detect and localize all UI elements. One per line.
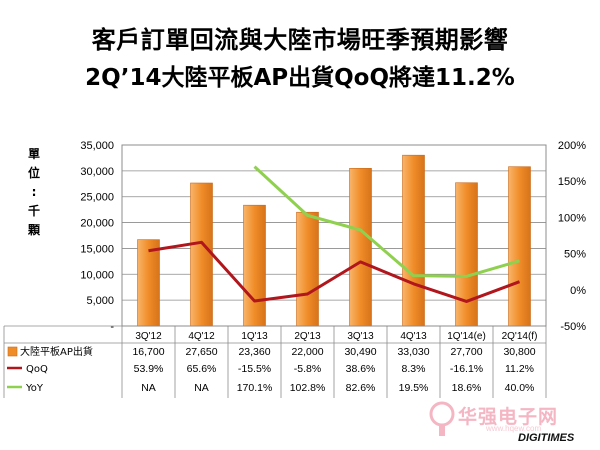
table-cell: 65.6%: [187, 363, 217, 375]
bar-7: [508, 166, 531, 327]
x-category-label: 2Q'14(f): [502, 331, 538, 342]
chart-title: 客戶訂單回流與大陸市場旺季預期影響: [91, 26, 509, 54]
table-cell: 170.1%: [237, 382, 273, 394]
bars: [137, 154, 531, 327]
x-category-label: 1Q'14(e): [447, 331, 486, 342]
bar-3: [296, 211, 319, 327]
table-cell: NA: [194, 382, 209, 394]
y-right-tick-label: 0%: [570, 285, 586, 297]
x-category-label: 3Q'13: [347, 331, 374, 342]
table-cell: 82.6%: [346, 382, 376, 394]
bar-6: [455, 182, 478, 327]
grid: [121, 144, 547, 327]
bar-2: [243, 204, 266, 327]
table-cell: 27,700: [450, 346, 482, 358]
table-cell: -15.5%: [238, 363, 271, 375]
bar-5: [402, 154, 425, 327]
table-cell: 16,700: [132, 346, 164, 358]
table-cell: 33,030: [397, 346, 429, 358]
data-table: 3Q'12 4Q'12 1Q'13 2Q'13 3Q'13 4Q'13 1Q'14(e) 2Q…: [3, 325, 547, 398]
x-category-label: 4Q'13: [400, 331, 427, 342]
table-cell: 30,800: [503, 346, 535, 358]
y-left-tick-label: 25,000: [80, 192, 114, 204]
y-right-tick-label: -50%: [560, 321, 586, 333]
y-left-tick-label: 10,000: [80, 269, 114, 281]
x-category-label: 2Q'13: [294, 331, 321, 342]
table-row-label: QoQ: [26, 364, 48, 375]
y-axis-label-char: 顆: [28, 223, 41, 237]
chart-subtitle: 2Q’14大陸平板AP出貨QoQ將達11.2%: [85, 65, 515, 91]
y-axis-label-char: :: [32, 185, 37, 199]
table-cell: NA: [141, 382, 156, 394]
table-cell: -16.1%: [450, 363, 483, 375]
x-category-label: 1Q'13: [241, 331, 268, 342]
x-category-label: 3Q'12: [135, 331, 162, 342]
watermark-site-name: 华强电子网: [458, 406, 559, 428]
y-axis-label-char: 千: [28, 203, 40, 218]
y-left-tick-label: 30,000: [80, 166, 114, 178]
y-axis-label-char: 位: [28, 165, 40, 180]
table-cell: 11.2%: [505, 363, 534, 375]
watermark-logo-icon: [429, 401, 455, 436]
y-left-tick-label: -: [110, 321, 114, 333]
table-cell: 40.0%: [505, 382, 535, 394]
table-cell: 8.3%: [402, 363, 426, 375]
table-cell: -5.8%: [294, 363, 321, 375]
table-row-label: YoY: [25, 383, 44, 394]
axes: - 5,000 10,000 15,000 20,000 25,000 30,000 35,0…: [28, 140, 586, 333]
y-right-tick-label: 150%: [558, 176, 586, 188]
y-right-tick-label: 100%: [558, 212, 586, 224]
table-cell: 53.9%: [134, 363, 164, 375]
qoq-line: [148, 240, 521, 303]
table-cell: 19.5%: [399, 382, 429, 394]
brand-logo: DIGITIMES: [518, 432, 575, 444]
bar-0: [137, 239, 160, 327]
table-cell: 18.6%: [452, 382, 482, 394]
lines: [148, 165, 521, 303]
bar-1: [190, 182, 213, 327]
plot-frame: [121, 144, 547, 327]
y-right-tick-label: 200%: [558, 140, 586, 152]
table-cell: 102.8%: [290, 382, 326, 394]
y-left-tick-label: 5,000: [86, 295, 114, 307]
y-left-tick-label: 15,000: [80, 243, 114, 255]
legend-bar-swatch-icon: [7, 346, 18, 357]
table-cell: 27,650: [185, 346, 217, 358]
watermark-site-url: www.hqew.com: [486, 424, 542, 433]
y-left-tick-label: 20,000: [80, 218, 114, 230]
table-row-label: 大陸平板AP出貨: [20, 345, 93, 358]
table-cell: 38.6%: [346, 363, 376, 375]
bar-4: [349, 168, 372, 327]
x-category-label: 4Q'12: [188, 331, 215, 342]
y-right-tick-label: 50%: [564, 249, 586, 261]
table-cell: 23,360: [238, 346, 270, 358]
y-axis-label-char: 單: [28, 147, 40, 161]
yoy-line: [253, 165, 520, 278]
table-cell: 30,490: [344, 346, 376, 358]
y-left-tick-label: 35,000: [80, 140, 114, 152]
table-cell: 22,000: [291, 346, 323, 358]
